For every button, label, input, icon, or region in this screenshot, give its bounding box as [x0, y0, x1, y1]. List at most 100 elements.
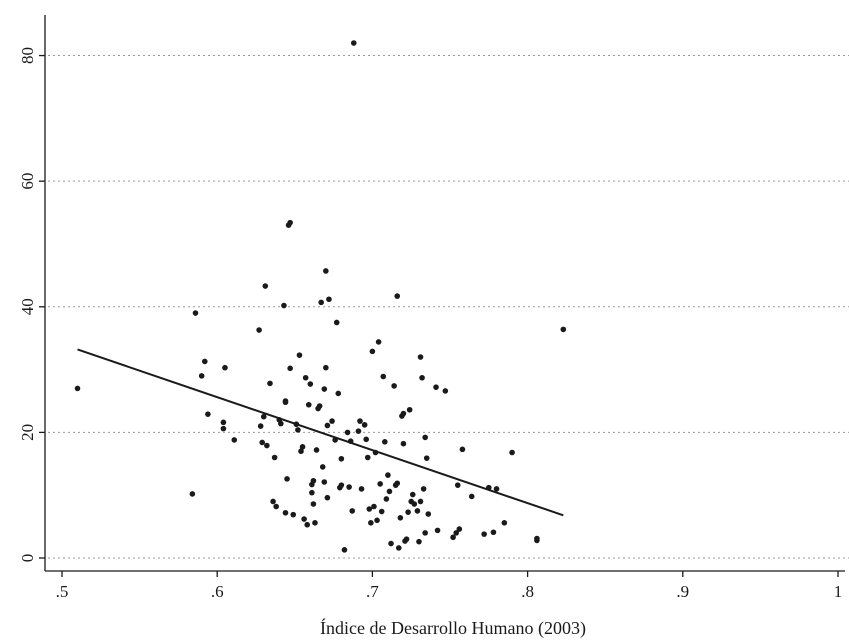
data-point: [201, 358, 208, 365]
data-point: [304, 521, 311, 528]
data-point: [382, 439, 388, 445]
data-point: [205, 411, 211, 417]
data-point: [456, 526, 463, 532]
data-point: [282, 398, 289, 404]
data-point: [481, 531, 487, 537]
y-tick-label: 20: [18, 424, 37, 441]
data-point: [450, 534, 456, 541]
data-point: [400, 410, 407, 417]
data-point: [287, 219, 293, 226]
data-point: [281, 302, 287, 309]
ticks: 0 20 40 60 80 .5 .6 .7 .8 .9 1: [18, 47, 842, 601]
data-point: [321, 386, 328, 392]
data-point: [192, 310, 199, 316]
data-point: [386, 488, 393, 495]
y-tick-label: 80: [18, 47, 37, 64]
data-point: [417, 354, 424, 360]
data-point: [395, 545, 402, 551]
data-point: [400, 440, 407, 447]
data-point: [295, 427, 301, 433]
x-tick-label: .8: [521, 582, 534, 601]
x-axis-title: Índice de Desarrollo Humano (2003): [320, 617, 586, 639]
data-point: [319, 464, 326, 470]
data-point: [560, 326, 567, 333]
data-point: [434, 527, 441, 534]
data-point: [442, 388, 449, 394]
data-point: [298, 448, 304, 455]
data-point: [326, 296, 332, 303]
data-point: [296, 352, 303, 358]
data-point: [307, 381, 314, 387]
data-point: [375, 339, 382, 345]
data-point: [260, 413, 267, 420]
data-point: [318, 299, 324, 306]
data-point: [287, 365, 293, 372]
data-point: [267, 380, 273, 387]
data-point: [310, 477, 317, 484]
data-point: [301, 516, 307, 522]
data-point: [459, 446, 466, 453]
data-point: [534, 537, 540, 544]
data-point: [490, 529, 497, 536]
data-point: [366, 506, 373, 512]
y-tick-label: 0: [18, 554, 37, 563]
data-point: [363, 436, 369, 443]
data-point: [264, 442, 270, 449]
data-point: [358, 486, 365, 492]
data-point: [284, 476, 290, 482]
data-point: [369, 348, 376, 355]
data-point: [391, 383, 397, 389]
data-point: [338, 455, 345, 462]
data-point: [302, 374, 309, 381]
data-point: [271, 454, 278, 461]
data-point: [270, 498, 276, 505]
x-tick-label: .9: [676, 582, 689, 601]
data-point: [422, 434, 428, 441]
data-point: [346, 484, 352, 490]
data-point: [364, 454, 371, 461]
data-point: [349, 508, 356, 514]
data-point: [397, 515, 404, 521]
data-point: [409, 491, 416, 498]
x-tick-label: .6: [211, 582, 224, 601]
data-point: [341, 547, 348, 553]
data-point: [273, 503, 279, 510]
data-point: [411, 501, 418, 507]
data-point: [324, 494, 331, 501]
data-point: [256, 327, 262, 333]
data-point: [377, 481, 383, 487]
data-point: [220, 425, 227, 432]
data-point: [299, 444, 306, 450]
data-point: [388, 540, 394, 547]
data-point: [305, 401, 312, 408]
data-point: [329, 418, 335, 424]
x-tick-label: 1: [834, 582, 843, 601]
data-point: [371, 503, 377, 510]
fit-line-group: [77, 348, 564, 517]
data-point: [74, 385, 81, 392]
data-point: [312, 520, 318, 526]
data-point: [350, 40, 357, 46]
data-point: [406, 406, 413, 413]
data-point: [338, 482, 345, 488]
data-point: [423, 455, 430, 461]
data-point: [313, 447, 320, 453]
data-point: [509, 449, 515, 456]
data-points: [74, 40, 567, 553]
data-point: [383, 496, 390, 502]
data-point: [394, 293, 401, 299]
data-point: [344, 429, 351, 436]
data-point: [361, 422, 368, 428]
data-point: [374, 517, 380, 524]
data-point: [257, 423, 264, 429]
data-point: [316, 403, 323, 409]
data-point: [368, 520, 374, 526]
data-point: [278, 420, 284, 427]
data-point: [493, 486, 500, 492]
data-point: [403, 536, 410, 542]
data-point: [290, 511, 297, 518]
data-point: [425, 511, 432, 517]
data-point: [309, 489, 315, 496]
